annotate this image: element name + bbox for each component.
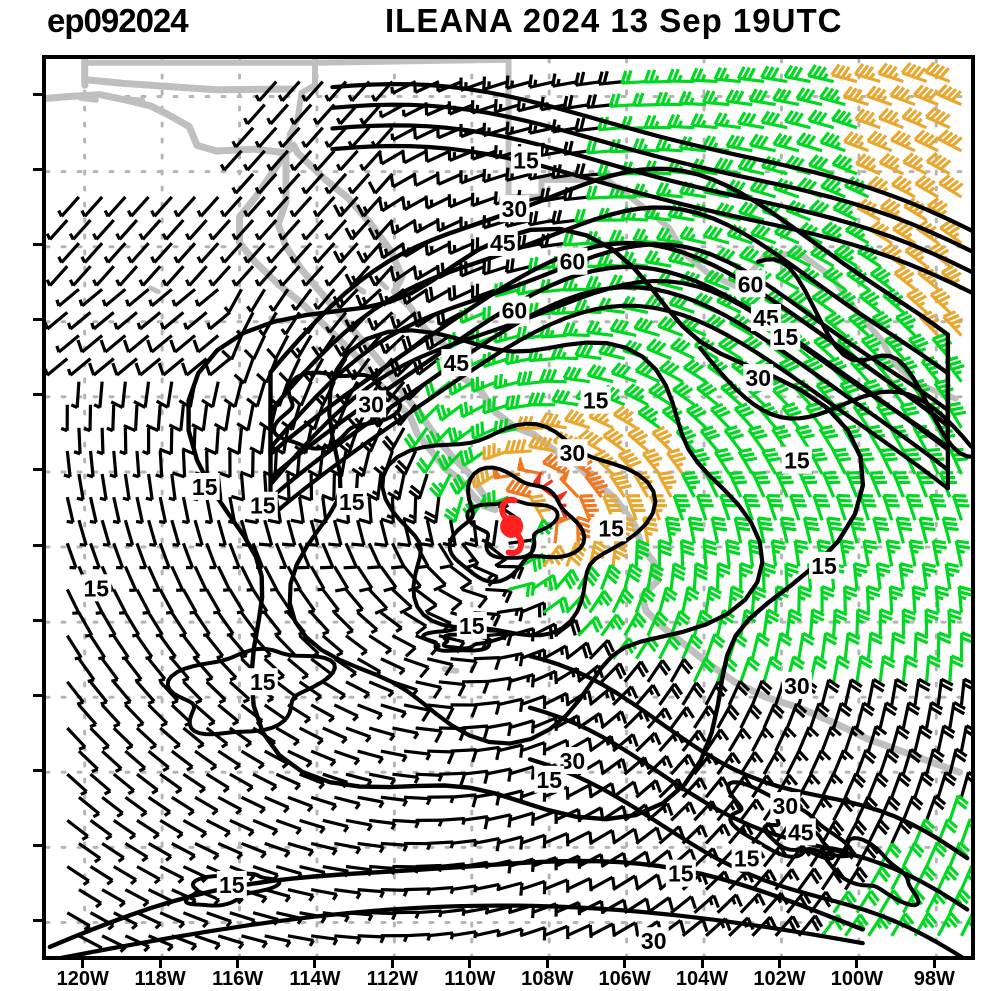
- contour-label: 15: [773, 324, 799, 350]
- contour-label: 45: [788, 819, 814, 845]
- y-tick-mark: [33, 619, 42, 622]
- contour-label: 45: [444, 350, 470, 376]
- x-tick-mark: [933, 960, 936, 968]
- contour-label: 15: [250, 669, 276, 695]
- x-tick-mark: [236, 960, 239, 968]
- x-tick-mark: [855, 960, 858, 968]
- contour-label: 30: [745, 365, 771, 391]
- contour-label: 15: [598, 515, 624, 541]
- y-tick-mark: [33, 93, 42, 96]
- x-tick-label: 120W: [57, 968, 109, 991]
- x-tick-label: 100W: [831, 968, 883, 991]
- y-tick-mark: [33, 393, 42, 396]
- y-tick-mark: [33, 243, 42, 246]
- contour-label: 15: [734, 846, 760, 872]
- contour-label: 15: [339, 489, 365, 515]
- contour-label: 30: [358, 391, 384, 417]
- contour-label: 60: [738, 271, 764, 297]
- x-tick-label: 112W: [367, 968, 418, 991]
- y-axis: 34N32N30N28N26N24N22N20N18N16N14N12N: [0, 55, 42, 960]
- contour-label: 15: [192, 474, 218, 500]
- x-tick-label: 108W: [521, 968, 573, 991]
- contour-label: 60: [560, 249, 586, 275]
- x-tick-mark: [391, 960, 394, 968]
- x-tick-label: 114W: [289, 968, 340, 991]
- x-tick-mark: [778, 960, 781, 968]
- x-tick-label: 104W: [676, 968, 728, 991]
- y-tick-mark: [33, 168, 42, 171]
- contour-label: 15: [459, 613, 485, 639]
- y-tick-mark: [33, 769, 42, 772]
- x-tick-mark: [546, 960, 549, 968]
- contour-label: 15: [784, 448, 810, 474]
- x-tick-mark: [81, 960, 84, 968]
- y-tick-mark: [33, 468, 42, 471]
- y-tick-mark: [33, 844, 42, 847]
- x-tick-mark: [468, 960, 471, 968]
- contour-label: 30: [560, 440, 586, 466]
- y-tick-mark: [33, 544, 42, 547]
- contour-label: 15: [84, 575, 110, 601]
- contour-label: 15: [219, 872, 245, 898]
- y-tick-mark: [33, 694, 42, 697]
- contour-label: 30: [784, 673, 810, 699]
- x-tick-mark: [313, 960, 316, 968]
- x-tick-mark: [623, 960, 626, 968]
- contour-label: 15: [513, 147, 539, 173]
- x-tick-label: 110W: [444, 968, 495, 991]
- contour-label: 15: [536, 767, 562, 793]
- x-tick-label: 118W: [135, 968, 186, 991]
- x-axis: 120W 118W 116W 114W 112W 110W 108W 106W 104W 102W…: [42, 960, 975, 989]
- x-tick-label: 116W: [212, 968, 263, 991]
- x-tick-mark: [701, 960, 704, 968]
- storm-id-title: ep092024: [47, 2, 188, 40]
- y-tick-mark: [33, 318, 42, 321]
- contour-label: 15: [250, 493, 276, 519]
- x-tick-label: 106W: [599, 968, 651, 991]
- x-tick-mark: [159, 960, 162, 968]
- y-tick-mark: [33, 919, 42, 922]
- contour-label: 30: [773, 793, 799, 819]
- contour-label: 60: [502, 298, 528, 324]
- contour-label: 15: [583, 388, 609, 414]
- contour-label: 30: [641, 928, 667, 954]
- x-tick-label: 98W: [914, 968, 955, 991]
- contour-label: 45: [490, 230, 516, 256]
- contour-label: 30: [502, 196, 528, 222]
- chart-main-title: ILEANA 2024 13 Sep 19UTC: [385, 2, 842, 40]
- contour-label: 15: [668, 861, 694, 887]
- contour-label: 15: [811, 553, 837, 579]
- x-tick-label: 102W: [753, 968, 805, 991]
